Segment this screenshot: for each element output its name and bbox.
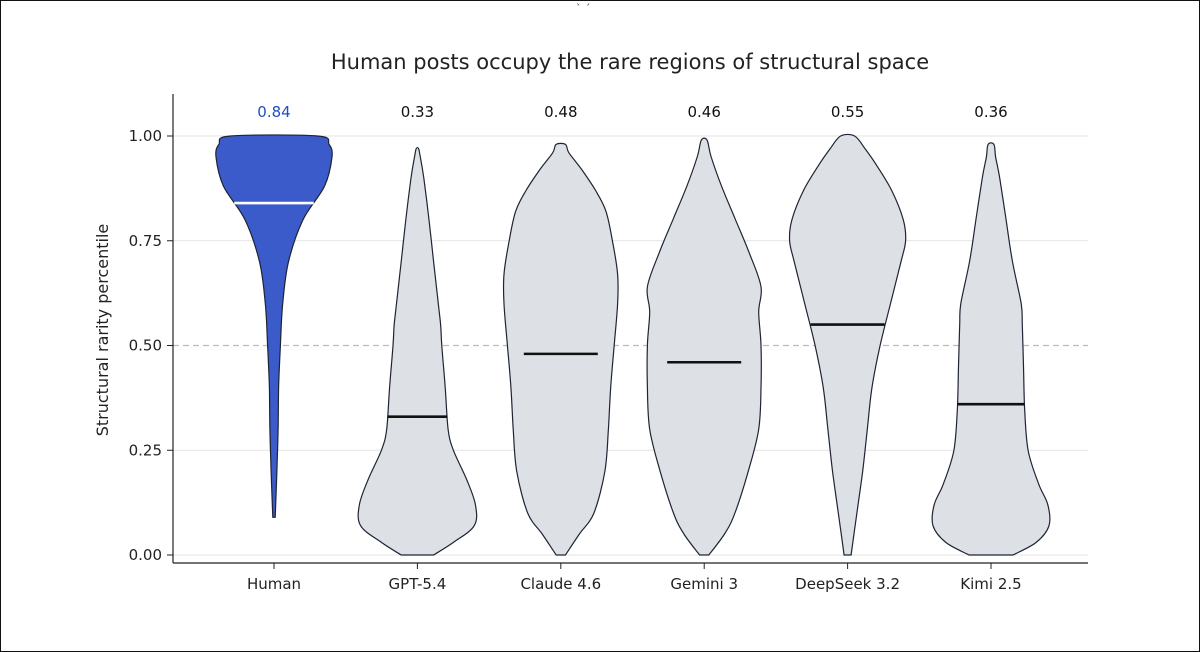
median-label: 0.48	[544, 103, 577, 121]
median-label: 0.36	[974, 103, 1007, 121]
median-label: 0.33	[401, 103, 434, 121]
violin-claude-4-6	[502, 142, 619, 556]
violin-human	[215, 134, 333, 518]
violin-deepseek-3-2	[788, 133, 907, 556]
violin-gpt-5-4	[357, 146, 478, 556]
axes: 0.00 0.25 0.50 0.75 1.00 Human GPT-5.4 Claude 4…	[129, 94, 1088, 593]
y-tick-label: 0.75	[129, 232, 162, 250]
y-tick-label: 0.25	[129, 441, 162, 459]
chart-title: Human posts occupy the rare regions of s…	[331, 50, 929, 74]
y-tick-label: 0.50	[129, 337, 162, 355]
violins	[215, 133, 1051, 556]
median-label: 0.84	[257, 103, 290, 121]
median-label: 0.55	[831, 103, 864, 121]
grid-lines	[173, 135, 1088, 556]
x-tick-label: Kimi 2.5	[960, 575, 1021, 593]
x-tick-label: Gemini 3	[670, 575, 738, 593]
top-crop-artifact: ` ´	[576, 2, 591, 15]
x-tick-label: GPT-5.4	[389, 575, 447, 593]
y-tick-label: 0.00	[129, 546, 162, 564]
median-value-labels: 0.84 0.33 0.48 0.46 0.55 0.36	[257, 103, 1007, 121]
violin-kimi-2-5	[931, 142, 1051, 556]
median-label: 0.46	[687, 103, 720, 121]
y-tick-label: 1.00	[129, 127, 162, 145]
y-axis-label: Structural rarity percentile	[93, 224, 112, 437]
x-tick-label: DeepSeek 3.2	[795, 575, 900, 593]
x-tick-label: Human	[247, 575, 301, 593]
violin-gemini-3	[646, 137, 762, 556]
x-tick-label: Claude 4.6	[520, 575, 601, 593]
